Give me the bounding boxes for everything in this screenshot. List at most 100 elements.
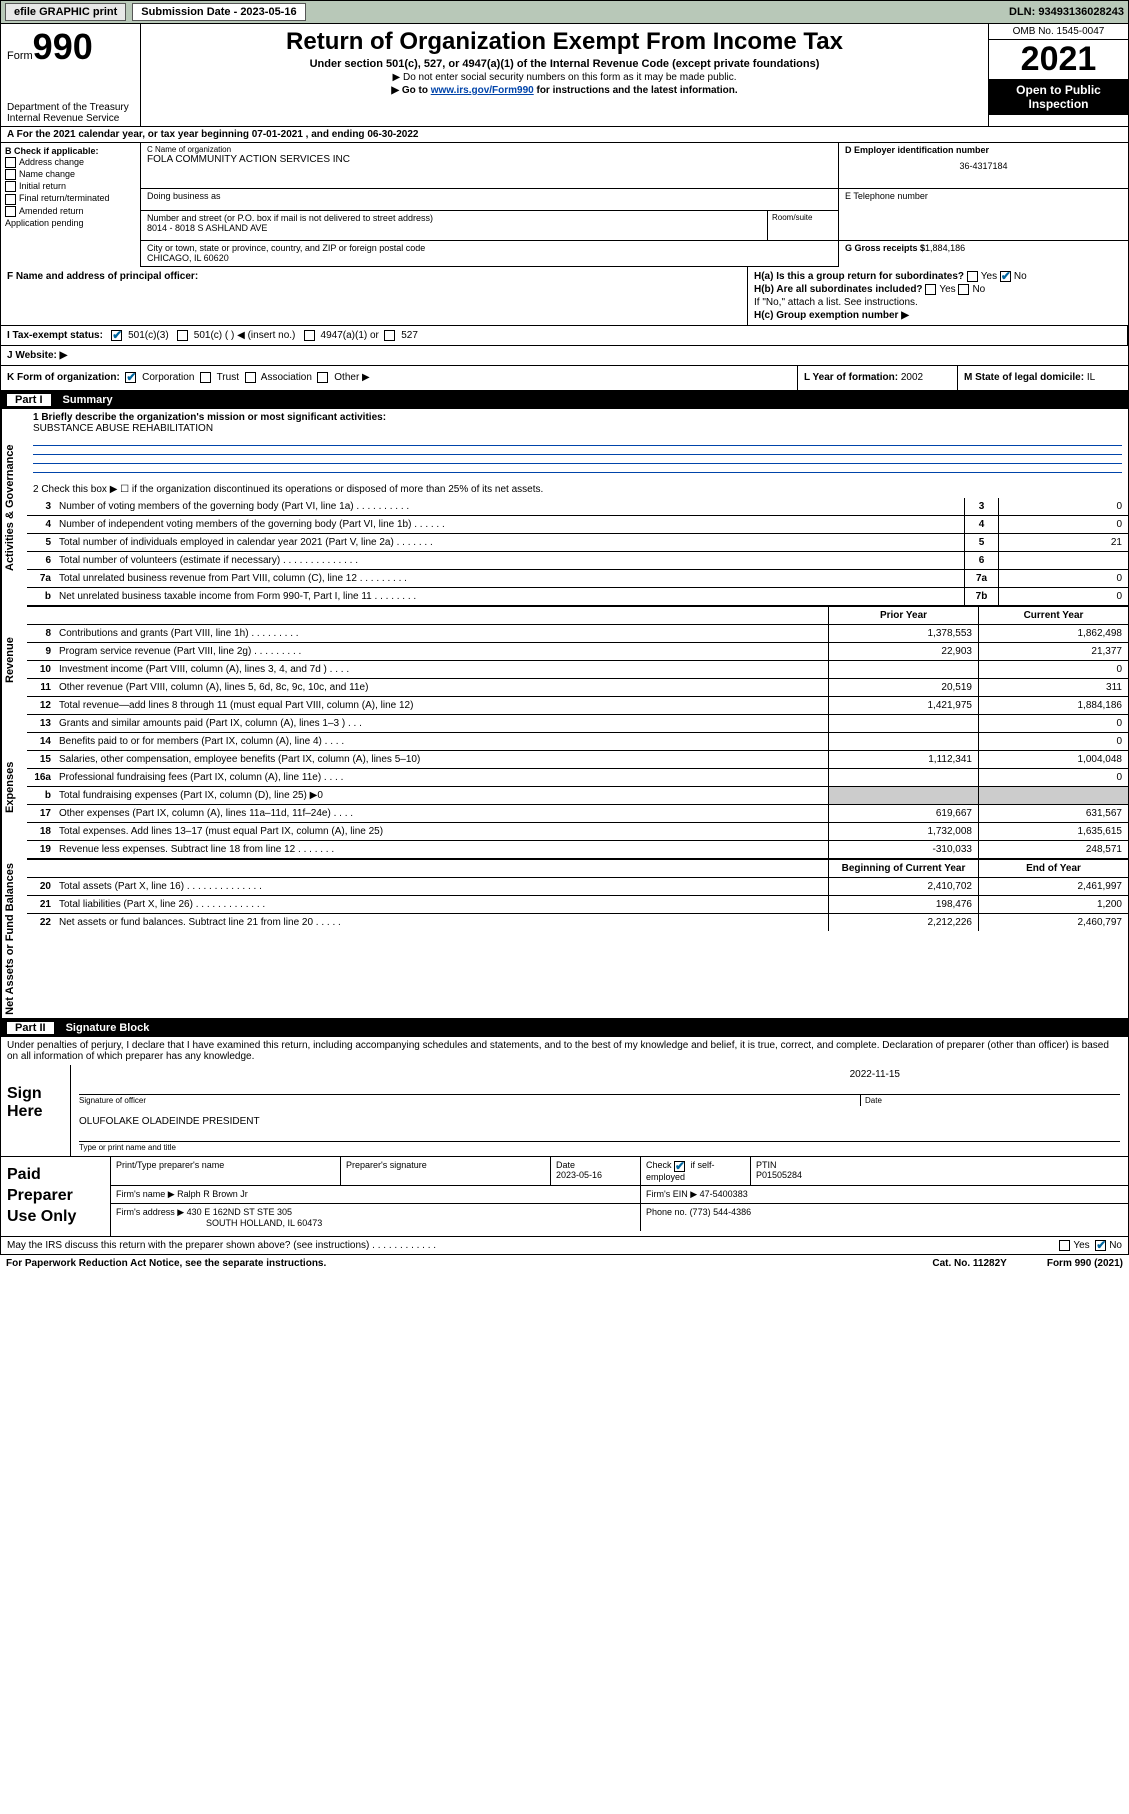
amended-return-checkbox[interactable] xyxy=(5,206,16,217)
r18-n: 18 xyxy=(27,823,55,840)
b-header: B Check if applicable: xyxy=(5,146,99,156)
discuss-no-checkbox[interactable] xyxy=(1095,1240,1106,1251)
col-mid: C Name of organization FOLA COMMUNITY AC… xyxy=(141,143,838,267)
name-block: C Name of organization FOLA COMMUNITY AC… xyxy=(141,143,838,189)
amended-return-label: Amended return xyxy=(19,206,84,216)
line3-text: Number of voting members of the governin… xyxy=(55,498,964,515)
r17-n: 17 xyxy=(27,805,55,822)
501c-checkbox[interactable] xyxy=(177,330,188,341)
f-label: F Name and address of principal officer: xyxy=(7,271,198,282)
paid-preparer-label: Paid Preparer Use Only xyxy=(1,1157,111,1235)
line4-text: Number of independent voting members of … xyxy=(55,516,964,533)
discuss-yes: Yes xyxy=(1073,1240,1089,1251)
527-checkbox[interactable] xyxy=(384,330,395,341)
assoc-checkbox[interactable] xyxy=(245,372,256,383)
part1-header: Part I Summary xyxy=(0,391,1129,409)
g-block: G Gross receipts $1,884,186 xyxy=(839,241,1128,267)
other-checkbox[interactable] xyxy=(317,372,328,383)
hb-yes: Yes xyxy=(939,284,955,295)
sign-here-label: Sign Here xyxy=(1,1065,71,1156)
4947-checkbox[interactable] xyxy=(304,330,315,341)
part1-title: Summary xyxy=(63,394,113,406)
hb-no-checkbox[interactable] xyxy=(958,284,969,295)
r12-n: 12 xyxy=(27,697,55,714)
row-a: A For the 2021 calendar year, or tax yea… xyxy=(0,127,1129,143)
efile-button[interactable]: efile GRAPHIC print xyxy=(5,3,126,21)
l-block: L Year of formation: 2002 xyxy=(798,366,958,389)
prep-date-hdr: Date xyxy=(556,1160,575,1170)
sig-date-label: Date xyxy=(860,1095,1120,1106)
r12-c: 1,884,186 xyxy=(978,697,1128,714)
part2-title: Signature Block xyxy=(66,1022,150,1034)
addr-change-checkbox[interactable] xyxy=(5,157,16,168)
501c3-checkbox[interactable] xyxy=(111,330,122,341)
r16a-p xyxy=(828,769,978,786)
firm-ein: 47-5400383 xyxy=(700,1189,748,1199)
trust-checkbox[interactable] xyxy=(200,372,211,383)
mission-lines xyxy=(27,445,1128,473)
r14-c: 0 xyxy=(978,733,1128,750)
self-emp-hdr: Check if self-employed xyxy=(641,1157,751,1184)
line7a-num: 7a xyxy=(964,570,998,587)
top-bar: efile GRAPHIC print Submission Date - 20… xyxy=(0,0,1129,24)
revenue-section: Revenue Prior YearCurrent Year 8Contribu… xyxy=(0,606,1129,715)
r8-p: 1,378,553 xyxy=(828,625,978,642)
addr-label: Number and street (or P.O. box if mail i… xyxy=(147,213,761,223)
d-label: D Employer identification number xyxy=(845,145,989,155)
line4-val: 0 xyxy=(998,516,1128,533)
r13-n: 13 xyxy=(27,715,55,732)
begin-year-hdr: Beginning of Current Year xyxy=(828,860,978,877)
revenue-tab: Revenue xyxy=(1,606,27,715)
submission-date: Submission Date - 2023-05-16 xyxy=(132,3,305,21)
line5-num: 5 xyxy=(964,534,998,551)
irs-label: Internal Revenue Service xyxy=(7,113,134,124)
paid-preparer-block: Paid Preparer Use Only Print/Type prepar… xyxy=(0,1157,1129,1236)
ha-no-checkbox[interactable] xyxy=(1000,271,1011,282)
line7a-val: 0 xyxy=(998,570,1128,587)
sign-date: 2022-11-15 xyxy=(79,1069,1120,1080)
form-header: Form990 Department of the Treasury Inter… xyxy=(0,24,1129,127)
k-trust: Trust xyxy=(217,373,239,384)
r22-n: 22 xyxy=(27,914,55,931)
ptin-hdr: PTIN xyxy=(756,1160,777,1170)
row-j: J Website: ▶ xyxy=(0,346,1129,366)
org-name: FOLA COMMUNITY ACTION SERVICES INC xyxy=(147,154,832,165)
line3-val: 0 xyxy=(998,498,1128,515)
dba-block: Doing business as xyxy=(141,189,838,211)
r16a-n: 16a xyxy=(27,769,55,786)
discuss-yes-checkbox[interactable] xyxy=(1059,1240,1070,1251)
hb-yes-checkbox[interactable] xyxy=(925,284,936,295)
r11-n: 11 xyxy=(27,679,55,696)
r18-t: Total expenses. Add lines 13–17 (must eq… xyxy=(55,823,828,840)
r10-t: Investment income (Part VIII, column (A)… xyxy=(55,661,828,678)
final-return-label: Final return/terminated xyxy=(19,193,110,203)
pra-notice: For Paperwork Reduction Act Notice, see … xyxy=(6,1258,326,1269)
section-bcdefg: B Check if applicable: Address change Na… xyxy=(0,143,1129,267)
line-1: 1 Briefly describe the organization's mi… xyxy=(27,409,1128,437)
l-label: L Year of formation: xyxy=(804,372,898,383)
open-inspection: Open to Public Inspection xyxy=(989,79,1128,115)
r16b-t: Total fundraising expenses (Part IX, col… xyxy=(55,787,828,804)
corp-checkbox[interactable] xyxy=(125,372,136,383)
dba-label: Doing business as xyxy=(147,191,221,201)
r16b-n: b xyxy=(27,787,55,804)
ha-yes: Yes xyxy=(981,271,997,282)
part1-num: Part I xyxy=(7,394,51,406)
initial-return-checkbox[interactable] xyxy=(5,181,16,192)
part2-num: Part II xyxy=(7,1022,54,1034)
form-line2: ▶ Do not enter social security numbers o… xyxy=(149,72,980,83)
discuss-row: May the IRS discuss this return with the… xyxy=(0,1237,1129,1255)
activities-governance-tab: Activities & Governance xyxy=(1,409,27,606)
form990-link[interactable]: www.irs.gov/Form990 xyxy=(431,85,534,96)
ha-yes-checkbox[interactable] xyxy=(967,271,978,282)
name-change-checkbox[interactable] xyxy=(5,169,16,180)
self-emp-checkbox[interactable] xyxy=(674,1161,685,1172)
addr-block: Number and street (or P.O. box if mail i… xyxy=(141,211,768,241)
r9-t: Program service revenue (Part VIII, line… xyxy=(55,643,828,660)
line5-val: 21 xyxy=(998,534,1128,551)
r14-t: Benefits paid to or for members (Part IX… xyxy=(55,733,828,750)
final-return-checkbox[interactable] xyxy=(5,194,16,205)
f-block: F Name and address of principal officer: xyxy=(1,267,748,325)
r20-p: 2,410,702 xyxy=(828,878,978,895)
line5-text: Total number of individuals employed in … xyxy=(55,534,964,551)
